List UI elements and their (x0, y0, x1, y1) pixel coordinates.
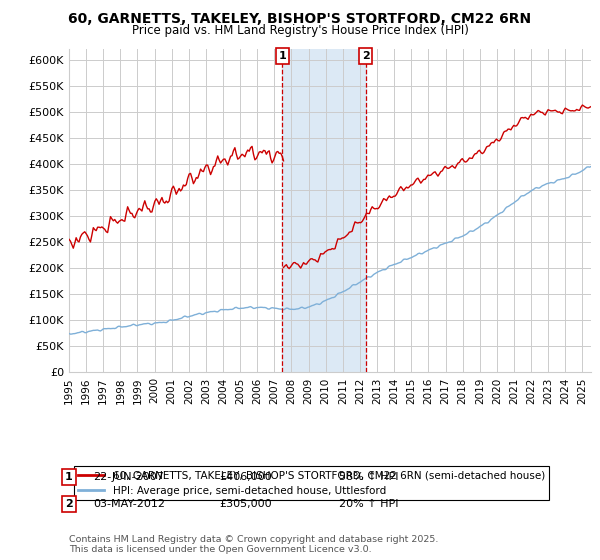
Text: 1: 1 (65, 472, 73, 482)
Text: 1: 1 (278, 51, 286, 61)
Text: £406,000: £406,000 (219, 472, 272, 482)
Text: 2: 2 (362, 51, 370, 61)
Text: 58% ↑ HPI: 58% ↑ HPI (339, 472, 398, 482)
Text: 03-MAY-2012: 03-MAY-2012 (93, 499, 165, 509)
Text: £305,000: £305,000 (219, 499, 272, 509)
Text: 60, GARNETTS, TAKELEY, BISHOP'S STORTFORD, CM22 6RN: 60, GARNETTS, TAKELEY, BISHOP'S STORTFOR… (68, 12, 532, 26)
Text: Contains HM Land Registry data © Crown copyright and database right 2025.
This d: Contains HM Land Registry data © Crown c… (69, 535, 439, 554)
Text: Price paid vs. HM Land Registry's House Price Index (HPI): Price paid vs. HM Land Registry's House … (131, 24, 469, 37)
Text: 22-JUN-2007: 22-JUN-2007 (93, 472, 164, 482)
Bar (283, 49, 365, 372)
Text: 2: 2 (65, 499, 73, 509)
Text: 20% ↑ HPI: 20% ↑ HPI (339, 499, 398, 509)
Legend: 60, GARNETTS, TAKELEY, BISHOP'S STORTFORD, CM22 6RN (semi-detached house), HPI: : 60, GARNETTS, TAKELEY, BISHOP'S STORTFOR… (74, 466, 549, 500)
